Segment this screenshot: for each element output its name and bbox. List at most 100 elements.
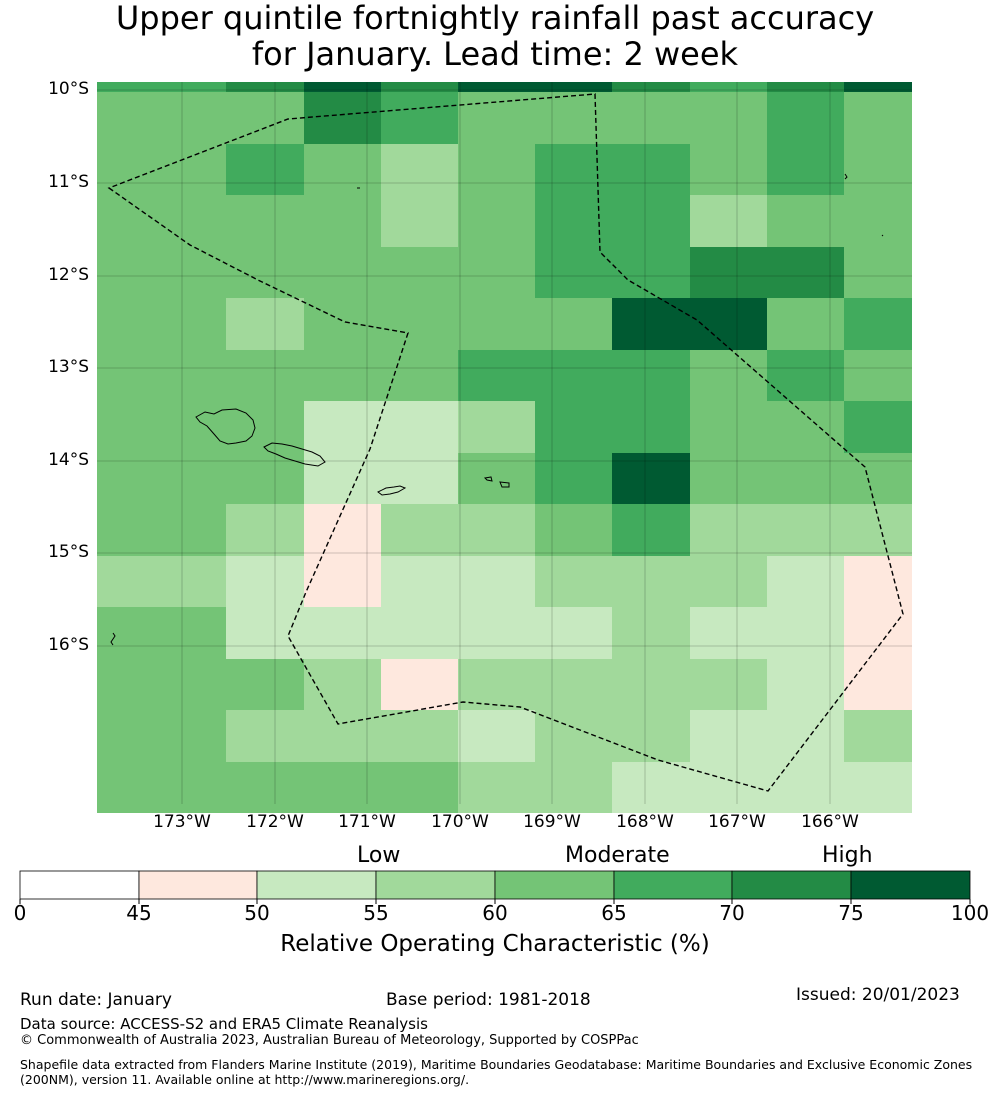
lat-label: 11°S [48,172,89,192]
grid-cell [535,401,612,453]
grid-cell [844,92,912,144]
colorbar-swatch [19,870,140,900]
grid-cell [304,144,381,195]
grid-cell [97,659,149,710]
grid-cell [304,401,381,453]
grid-cell [844,659,912,710]
grid-cell [97,82,149,92]
grid-cell [535,82,612,92]
grid-cell [458,298,535,350]
shapefile-credit-line-2: (200NM), version 11. Available online at… [20,1072,470,1087]
grid-cell [149,92,226,144]
grid-cell [226,195,304,247]
grid-cell [535,504,612,556]
grid-cell [149,144,226,195]
grid-cell [226,659,304,710]
grid-cell [535,453,612,504]
grid-cell [458,401,535,453]
grid-cell [612,607,690,659]
grid-cell [458,453,535,504]
grid-cell [304,247,381,298]
grid-cell [381,710,458,762]
grid-cell [535,607,612,659]
grid-cell [97,504,149,556]
grid-cell [767,659,844,710]
island-tutuila [377,485,407,496]
colorbar-swatch [494,870,615,900]
grid-cell [690,453,767,504]
grid-cell [767,504,844,556]
grid-cell [381,350,458,401]
copyright: © Commonwealth of Australia 2023, Austra… [20,1033,639,1048]
grid-cell [304,82,381,92]
grid-cell [767,92,844,144]
island-small-east [881,234,884,237]
chart-title-line-2: for January. Lead time: 2 week [251,35,739,73]
grid-cell [381,556,458,607]
grid-cell [535,556,612,607]
grid-cell [97,762,149,813]
lat-label: 10°S [48,79,89,99]
lon-label: 167°W [708,812,766,832]
colorbar-swatch [850,870,971,900]
grid-cell [381,195,458,247]
grid-cell [767,298,844,350]
grid-cell [226,247,304,298]
grid-cell [226,144,304,195]
grid-cell [304,659,381,710]
lat-label: 16°S [48,635,89,655]
grid-cell [226,92,304,144]
grid-cell [97,710,149,762]
grid-cell [612,195,690,247]
grid-cell [844,350,912,401]
category-low-label: Low [357,843,401,868]
grid-cell [226,762,304,813]
colorbar [19,870,971,904]
grid-cell [381,504,458,556]
grid-cell [612,504,690,556]
grid-cell [149,195,226,247]
grid-cell [149,556,226,607]
grid-cell [97,195,149,247]
grid-cell [97,92,149,144]
grid-cell [304,92,381,144]
island-upolu [263,442,326,467]
grid-cell [612,453,690,504]
grid-cell [304,195,381,247]
colorbar-tick: 75 [838,901,864,925]
island-savaii [195,408,256,445]
grid-cell [767,82,844,92]
colorbar-swatch [138,870,258,900]
grid-cell [381,607,458,659]
grid-cell [535,144,612,195]
lon-label: 171°W [338,812,396,832]
grid-cell [458,607,535,659]
grid-cell [844,195,912,247]
grid-cell [458,504,535,556]
grid-cell [612,659,690,710]
grid-cell [767,556,844,607]
colorbar-title: Relative Operating Characteristic (%) [280,931,710,957]
grid-cell [535,762,612,813]
colorbar-tick: 65 [601,901,627,925]
grid-cell [304,504,381,556]
grid-cell [844,710,912,762]
data-source: Data source: ACCESS-S2 and ERA5 Climate … [20,1015,428,1033]
grid-cell [767,453,844,504]
colorbar-tick: 0 [13,901,27,925]
grid-cell [381,92,458,144]
grid-cell [97,453,149,504]
grid-cell [149,607,226,659]
grid-cell [690,247,767,298]
grid-cell [612,556,690,607]
grid-cell [381,401,458,453]
grid-cell [767,607,844,659]
grid-cell [226,82,304,92]
grid-cell [612,710,690,762]
grid-cell [226,607,304,659]
grid-cell [458,556,535,607]
grid-cell [767,247,844,298]
grid-cell [690,350,767,401]
grid-cell [767,144,844,195]
grid-cell [149,298,226,350]
